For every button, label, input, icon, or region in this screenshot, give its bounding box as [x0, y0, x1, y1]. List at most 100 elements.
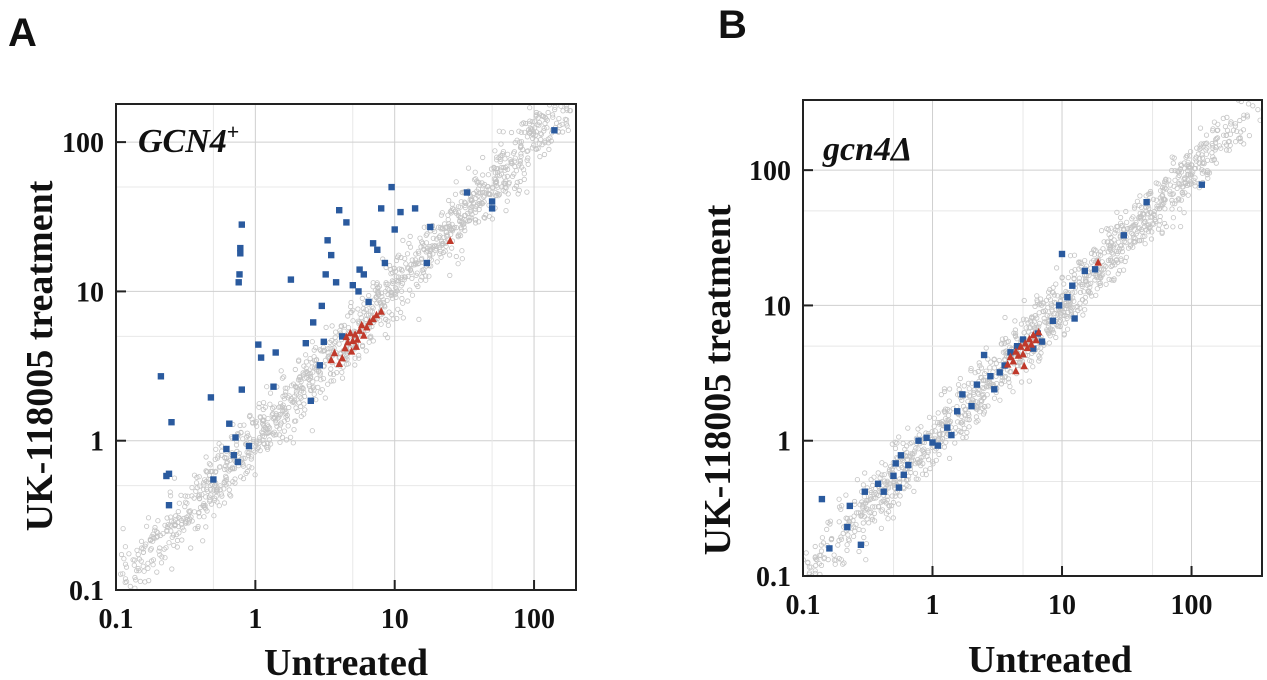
background-point — [1130, 214, 1136, 220]
background-point — [300, 372, 306, 378]
background-point — [878, 508, 884, 514]
data-point-blue — [1007, 349, 1014, 356]
background-point — [164, 524, 170, 530]
background-point — [1221, 132, 1227, 138]
background-point — [260, 399, 267, 406]
background-point — [827, 518, 834, 524]
background-point — [413, 251, 419, 257]
background-point — [910, 457, 916, 463]
background-point — [389, 311, 395, 318]
data-point-blue — [1030, 345, 1037, 352]
background-point — [407, 233, 413, 239]
background-point — [1077, 289, 1084, 295]
background-point — [265, 415, 271, 422]
background-point — [851, 513, 857, 519]
background-point — [530, 130, 537, 137]
background-point — [565, 127, 571, 133]
background-point — [448, 226, 454, 233]
background-point — [530, 135, 536, 142]
background-point — [533, 137, 539, 143]
background-point — [332, 334, 338, 340]
background-point — [1071, 276, 1077, 282]
background-point — [869, 504, 876, 510]
background-point — [819, 535, 826, 541]
background-point — [222, 454, 228, 460]
background-point — [1038, 296, 1044, 302]
background-point — [348, 309, 354, 316]
background-point — [212, 497, 218, 503]
background-point — [545, 109, 551, 116]
background-point — [1212, 139, 1219, 145]
data-point-red — [363, 323, 371, 331]
background-point — [1162, 197, 1168, 203]
background-point — [812, 568, 818, 574]
background-point — [999, 377, 1005, 384]
background-point — [1094, 286, 1100, 292]
background-point — [200, 538, 206, 544]
background-point — [1188, 149, 1194, 155]
background-point — [1104, 239, 1110, 245]
background-point — [844, 547, 850, 554]
background-point — [930, 461, 936, 467]
background-point — [138, 538, 145, 544]
background-point — [223, 474, 229, 481]
background-point — [860, 505, 866, 511]
x-tick-label: 0.1 — [99, 604, 134, 635]
background-point — [413, 272, 419, 278]
background-point — [244, 430, 250, 436]
background-point — [322, 395, 328, 401]
background-point — [390, 279, 397, 285]
background-point — [1018, 321, 1025, 327]
background-point — [267, 390, 274, 396]
background-point — [864, 516, 870, 522]
background-point — [301, 401, 307, 407]
background-point — [393, 286, 399, 292]
background-point — [468, 205, 474, 211]
background-point — [840, 561, 846, 567]
background-point — [282, 385, 288, 391]
data-point-blue — [157, 373, 165, 380]
background-point — [1148, 236, 1155, 242]
background-point — [871, 474, 877, 480]
background-point — [311, 347, 317, 353]
background-point — [158, 560, 165, 566]
background-point — [544, 125, 550, 131]
background-point — [437, 251, 443, 257]
background-point — [434, 259, 440, 265]
background-point — [145, 565, 151, 572]
background-point — [168, 493, 174, 499]
data-point-red — [1012, 366, 1020, 375]
background-point — [909, 439, 915, 446]
series-b-1 — [1003, 258, 1102, 375]
background-point — [1138, 204, 1145, 210]
background-point — [460, 220, 467, 226]
background-point — [886, 469, 892, 475]
background-point — [1061, 332, 1067, 338]
data-point-blue — [959, 391, 966, 398]
background-point — [1081, 289, 1087, 295]
data-point-blue — [210, 476, 217, 483]
background-point — [968, 365, 974, 372]
background-point — [328, 378, 334, 384]
background-point — [423, 273, 429, 279]
background-point — [1142, 233, 1148, 239]
background-point — [940, 431, 946, 437]
background-point — [1091, 257, 1097, 263]
background-point — [396, 252, 402, 258]
background-point — [1241, 141, 1247, 147]
background-point — [230, 478, 236, 485]
data-point-red — [369, 314, 377, 323]
background-point — [993, 380, 1000, 387]
background-point — [1017, 359, 1023, 365]
background-point — [468, 197, 475, 203]
background-point — [545, 140, 552, 146]
background-point — [886, 502, 892, 509]
background-point — [1147, 188, 1154, 195]
background-point — [281, 428, 287, 434]
background-point — [279, 375, 285, 381]
background-point — [977, 409, 983, 415]
data-point-blue — [874, 480, 882, 487]
background-point — [536, 120, 543, 126]
background-point — [1196, 156, 1203, 162]
background-point — [1153, 218, 1159, 224]
